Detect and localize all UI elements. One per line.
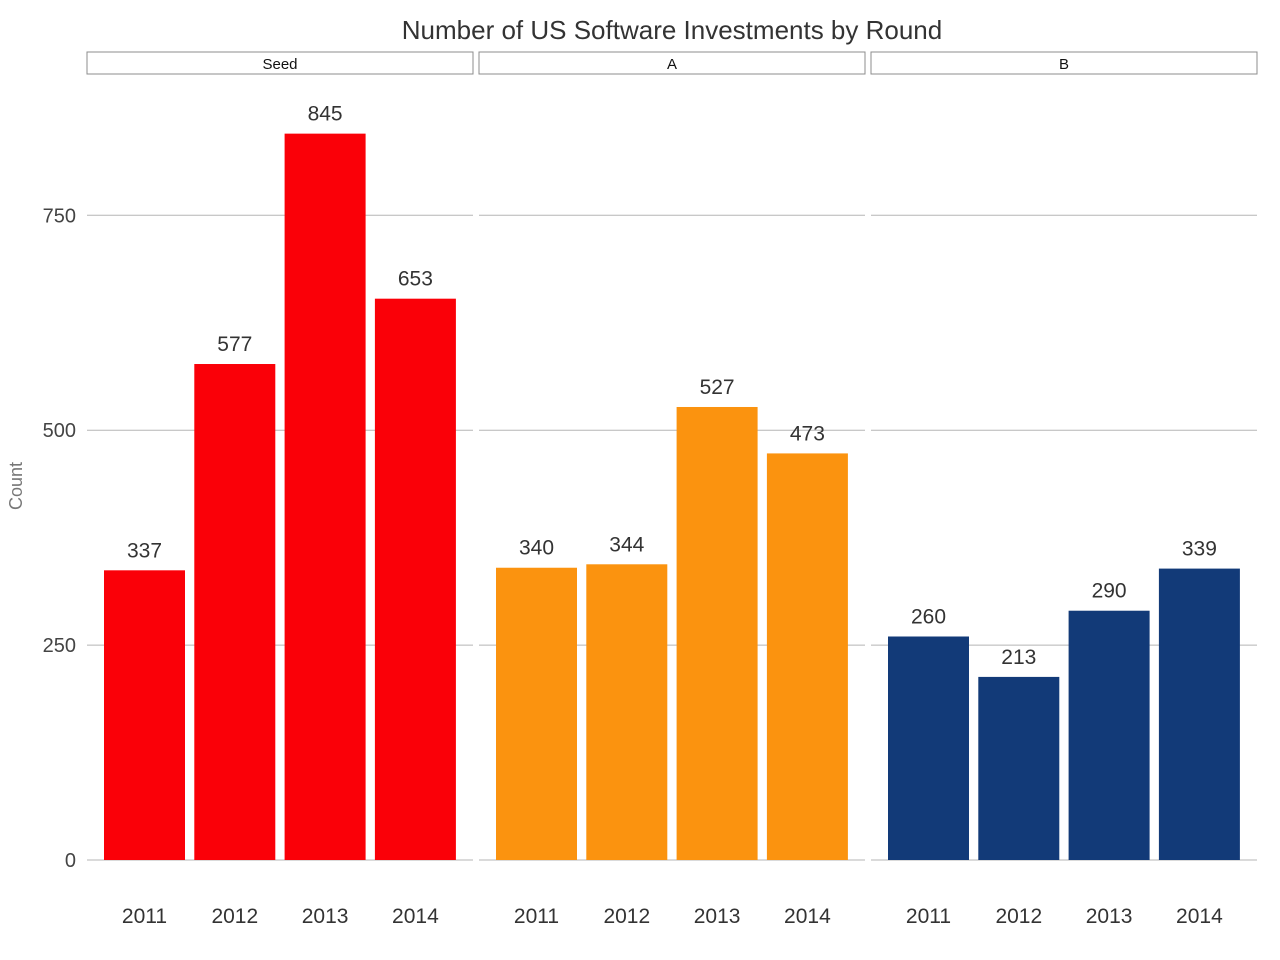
facet-strip	[478, 51, 866, 75]
bar	[676, 406, 758, 860]
panel-seed: Seed 337 2011 577 2012 845 2013 653 2014	[86, 51, 474, 928]
x-tick-label: 2012	[603, 905, 650, 928]
data-label: 845	[308, 103, 343, 126]
bar	[586, 564, 668, 860]
data-label: 337	[127, 539, 162, 562]
bar	[1158, 568, 1240, 860]
x-tick-label: 2014	[392, 905, 439, 928]
bar	[104, 570, 185, 860]
data-label: 473	[790, 422, 825, 445]
data-label: 340	[519, 537, 554, 560]
data-label: 344	[609, 533, 644, 556]
facet-strip	[86, 51, 474, 75]
data-label: 653	[398, 268, 433, 291]
bar	[284, 133, 366, 860]
x-tick-label: 2011	[906, 905, 951, 928]
bar	[1068, 610, 1150, 860]
bar	[888, 636, 969, 860]
facet-strip	[870, 51, 1258, 75]
x-tick-label: 2014	[784, 905, 831, 928]
bar	[374, 298, 456, 860]
bar	[766, 453, 848, 860]
x-tick-label: 2011	[122, 905, 167, 928]
panels: Seed 337 2011 577 2012 845 2013 653 2014 A 340 2011…	[43, 51, 1258, 928]
x-tick-label: 2013	[302, 905, 349, 928]
panel-b: B 260 2011 213 2012 290 2013 339 2014	[870, 51, 1258, 928]
bar	[496, 567, 577, 860]
y-tick-label: 750	[43, 205, 76, 227]
chart-title: Number of US Software Investments by Rou…	[402, 15, 942, 45]
bar	[194, 364, 276, 860]
data-label: 527	[700, 376, 735, 399]
x-tick-label: 2013	[1086, 905, 1133, 928]
bar	[978, 676, 1060, 860]
x-tick-label: 2011	[514, 905, 559, 928]
panel-a: A 340 2011 344 2012 527 2013 473 2014	[478, 51, 866, 928]
data-label: 577	[217, 333, 252, 356]
facet-label: Seed	[262, 56, 297, 73]
x-tick-label: 2013	[694, 905, 741, 928]
data-label: 290	[1092, 580, 1127, 603]
facet-label: B	[1059, 56, 1069, 73]
data-label: 339	[1182, 538, 1217, 561]
y-tick-label: 0	[65, 850, 76, 872]
facet-label: A	[667, 56, 677, 73]
x-tick-label: 2012	[995, 905, 1042, 928]
data-label: 260	[911, 606, 946, 629]
y-tick-label: 250	[43, 635, 76, 657]
x-tick-label: 2012	[211, 905, 258, 928]
x-tick-label: 2014	[1176, 905, 1223, 928]
data-label: 213	[1001, 646, 1036, 669]
y-axis-label: Count	[6, 462, 26, 510]
y-tick-label: 500	[43, 420, 76, 442]
